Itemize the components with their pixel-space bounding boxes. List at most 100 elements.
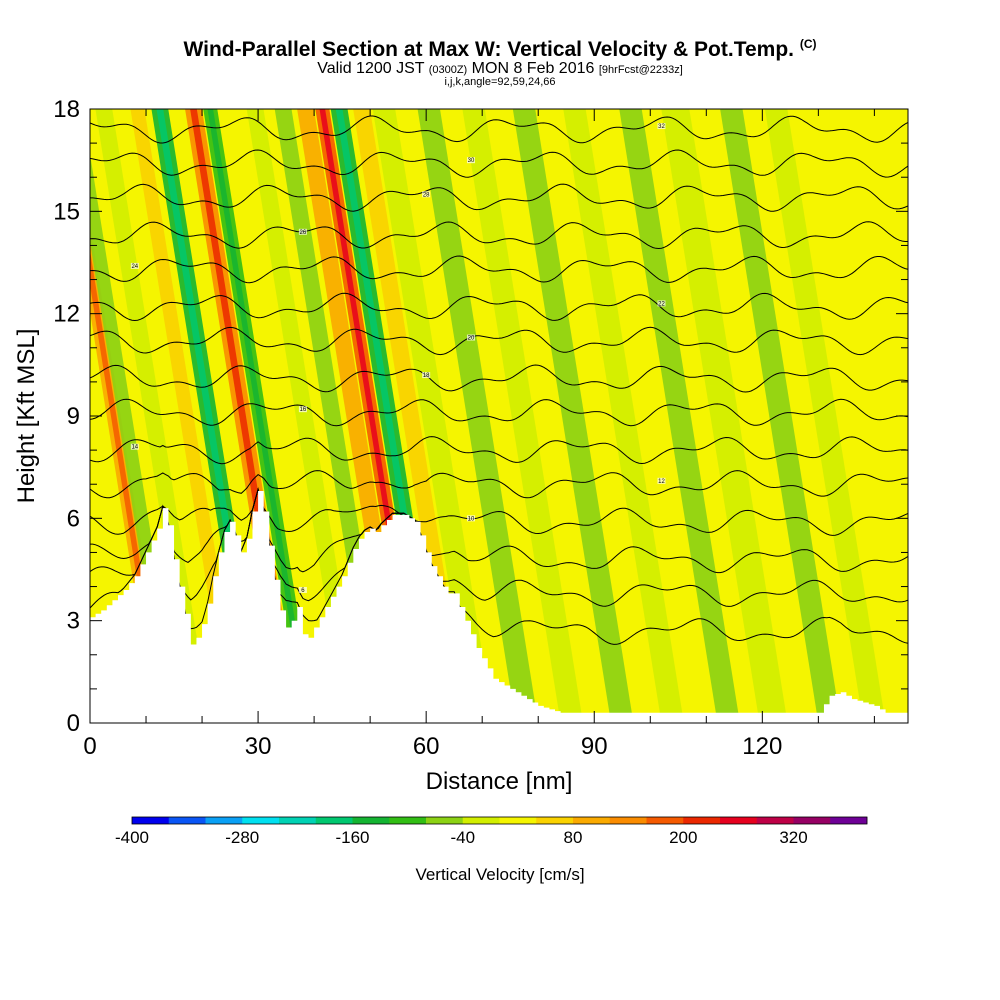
velocity-band-16 bbox=[417, 109, 539, 723]
forecast-info: [9hrFcst@2233z] bbox=[598, 64, 683, 76]
colorbar-swatch-14 bbox=[646, 817, 684, 824]
velocity-band-17 bbox=[462, 109, 584, 723]
theta-label-bg-14 bbox=[130, 443, 139, 450]
theta-contour-16 bbox=[90, 398, 908, 427]
theta-contour-26 bbox=[90, 221, 908, 250]
velocity-band-22 bbox=[720, 109, 841, 723]
x-tick-label-0: 0 bbox=[83, 733, 96, 760]
colorbar-swatch-10 bbox=[499, 817, 537, 824]
theta-contour-22 bbox=[90, 292, 908, 322]
colorbar-swatch-13 bbox=[609, 817, 647, 824]
chart-title-text: Wind-Parallel Section at Max W: Vertical… bbox=[183, 38, 794, 61]
y-axis-title: Height [Kft MSL] bbox=[13, 329, 40, 504]
theta-label-bg-10 bbox=[466, 515, 475, 522]
colorbar-swatch-4 bbox=[279, 817, 317, 824]
y-tick-label-3: 3 bbox=[67, 608, 80, 635]
theta-contour-14 bbox=[90, 436, 908, 465]
theta-label-22: 22 bbox=[658, 301, 665, 307]
valid-date: MON 8 Feb 2016 bbox=[471, 60, 595, 77]
theta-contour-20 bbox=[90, 326, 908, 356]
y-tick-label-18: 18 bbox=[53, 96, 80, 123]
x-tick-label-60: 60 bbox=[413, 733, 440, 760]
theta-contour-28 bbox=[90, 183, 908, 212]
colorbar-swatch-17 bbox=[756, 817, 794, 824]
theta-label-14: 14 bbox=[131, 445, 138, 451]
y-tick-label-0: 0 bbox=[67, 710, 80, 737]
velocity-core-7 bbox=[207, 109, 312, 723]
colorbar-label-2: -160 bbox=[335, 828, 369, 847]
colorbar-label-0: -400 bbox=[115, 828, 149, 847]
theta-contour-18 bbox=[90, 364, 908, 393]
colorbar-swatch-2 bbox=[205, 817, 243, 824]
x-tick-label-30: 30 bbox=[245, 733, 272, 760]
theta-label-bg-30 bbox=[466, 157, 475, 164]
x-axis-title: Distance [nm] bbox=[426, 768, 573, 795]
velocity-core-1 bbox=[90, 250, 166, 723]
colorbar-swatch-16 bbox=[720, 817, 758, 824]
velocity-band-21 bbox=[661, 109, 788, 723]
terrain-layer bbox=[90, 491, 908, 723]
theta-label-bg-18 bbox=[422, 372, 431, 379]
theta-label-32: 32 bbox=[658, 124, 665, 130]
velocity-band-18 bbox=[512, 109, 634, 723]
theta-label-26: 26 bbox=[300, 230, 307, 236]
theta-contour-12 bbox=[90, 470, 908, 499]
colorbar-swatch-6 bbox=[352, 817, 390, 824]
theta-label-10: 10 bbox=[468, 516, 475, 522]
y-tick-label-6: 6 bbox=[67, 505, 80, 532]
chart-title: Wind-Parallel Section at Max W: Vertical… bbox=[0, 37, 1000, 62]
theta-contour-30 bbox=[90, 149, 908, 178]
colorbar-swatch-7 bbox=[389, 817, 427, 824]
velocity-band-3 bbox=[95, 109, 211, 723]
velocity-band-15 bbox=[372, 109, 494, 723]
colorbar-label-5: 200 bbox=[669, 828, 697, 847]
theta-contour-6 bbox=[90, 487, 908, 607]
colorbar-frame bbox=[131, 816, 868, 825]
theta-label-20: 20 bbox=[468, 336, 475, 342]
velocity-band-8 bbox=[224, 109, 340, 723]
y-tick-label-15: 15 bbox=[53, 198, 80, 225]
colorbar-swatch-18 bbox=[793, 817, 831, 824]
velocity-band-14 bbox=[353, 109, 469, 723]
theta-label-bg-12 bbox=[657, 477, 666, 484]
velocity-band-23 bbox=[764, 109, 886, 723]
colorbar-label-3: -40 bbox=[450, 828, 475, 847]
colorbar-swatch-9 bbox=[462, 817, 500, 824]
theta-contour-10 bbox=[90, 487, 908, 536]
theta-contour-32 bbox=[90, 115, 908, 144]
colorbar-swatch-1 bbox=[168, 817, 206, 824]
theta-label-bg-28 bbox=[422, 191, 431, 198]
colorbar-swatch-15 bbox=[683, 817, 721, 824]
theta-label-16: 16 bbox=[300, 407, 307, 413]
colorbar-swatch-5 bbox=[315, 817, 353, 824]
theta-label-24: 24 bbox=[131, 264, 138, 270]
theta-label-30: 30 bbox=[468, 158, 475, 164]
theta-label-bg-16 bbox=[298, 406, 307, 413]
theta-label-bg-6 bbox=[298, 586, 307, 593]
colorbar-swatch-0 bbox=[132, 817, 170, 824]
theta-contour-8 bbox=[90, 487, 908, 574]
colorbar-label-4: 80 bbox=[564, 828, 583, 847]
colorbar: -400 -280 -160 -40 80 200 320 Vertical Velocity… bbox=[115, 816, 868, 884]
theta-label-bg-20 bbox=[466, 334, 475, 341]
valid-utc: (0300Z) bbox=[428, 64, 468, 76]
theta-label-bg-22 bbox=[657, 300, 666, 307]
colorbar-swatch-19 bbox=[830, 817, 868, 824]
theta-label-28: 28 bbox=[423, 192, 430, 198]
y-tick-label-9: 9 bbox=[67, 403, 80, 430]
theta-label-bg-26 bbox=[298, 228, 307, 235]
velocity-band-9 bbox=[246, 109, 362, 723]
colorbar-title: Vertical Velocity [cm/s] bbox=[415, 865, 584, 884]
x-tick-label-120: 120 bbox=[742, 733, 782, 760]
colorbar-swatch-8 bbox=[426, 817, 464, 824]
theta-label-12: 12 bbox=[658, 479, 665, 485]
copyright-mark: (C) bbox=[799, 37, 817, 51]
chart-subtitle: Valid 1200 JST (0300Z) MON 8 Feb 2016 [9… bbox=[0, 60, 1000, 78]
colorbar-swatch-12 bbox=[573, 817, 611, 824]
theta-contours: 468101214161820222426283032 bbox=[90, 115, 908, 645]
colorbar-label-6: 320 bbox=[779, 828, 807, 847]
valid-time: Valid 1200 JST bbox=[317, 60, 425, 77]
colorbar-swatch-3 bbox=[242, 817, 280, 824]
colorbar-swatch-11 bbox=[536, 817, 574, 824]
